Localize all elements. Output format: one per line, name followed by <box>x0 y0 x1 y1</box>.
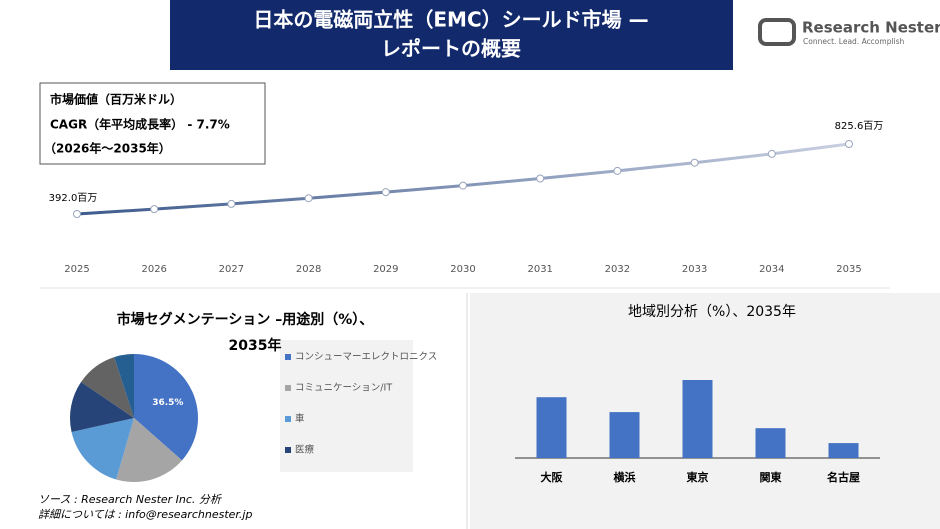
marker <box>767 149 776 158</box>
legend-swatch <box>285 416 291 422</box>
legend-label: コンシューマーエレクトロニクス <box>295 352 437 363</box>
pie-title: 2035年 <box>229 337 282 354</box>
x-tick-label: 2025 <box>64 264 89 275</box>
pie-slice <box>116 418 183 482</box>
header-box <box>170 0 733 70</box>
header-title: レポートの概要 <box>381 37 521 61</box>
marker <box>459 181 467 190</box>
header-title: 日本の電磁両立性（EMC）シールド市場 — <box>253 8 648 32</box>
logo-name: Research Nester <box>802 19 940 37</box>
legend-swatch <box>285 385 291 391</box>
legend-label: 車 <box>295 413 305 425</box>
legend-swatch <box>285 447 291 453</box>
bar <box>536 397 567 458</box>
marker <box>690 158 699 167</box>
pie-slice <box>71 418 134 480</box>
info-line: 市場価値（百万米ドル） <box>50 92 182 107</box>
marker <box>613 166 622 175</box>
pie-slice <box>70 382 134 432</box>
data-label: 392.0百万 <box>49 192 98 204</box>
legend-swatch <box>285 354 291 360</box>
legend-label: コミュニケーション/IT <box>295 383 392 394</box>
x-tick-label: 2034 <box>759 264 784 275</box>
logo: Research Nester Connect. Lead. Accomplis… <box>758 18 940 46</box>
logo-icon <box>758 18 796 46</box>
pie-slice <box>134 354 198 461</box>
marker <box>73 210 81 218</box>
x-tick-label: 横浜 <box>614 470 636 484</box>
legend-box <box>280 340 413 472</box>
x-tick-label: 2028 <box>296 264 321 275</box>
x-tick-label: 2029 <box>373 264 398 275</box>
bar <box>609 412 640 458</box>
bar <box>682 380 713 458</box>
marker <box>845 140 853 148</box>
info-line: （2026年～2035年） <box>44 141 171 156</box>
marker <box>304 194 313 203</box>
marker <box>150 205 159 214</box>
footer-contact: 詳細については : info@researchnester.jp <box>38 508 252 521</box>
x-tick-label: 2031 <box>527 264 552 275</box>
x-tick-label: 2033 <box>682 264 707 275</box>
x-tick-label: 2032 <box>605 264 630 275</box>
legend-label: 医療 <box>295 444 315 456</box>
bar <box>828 443 859 458</box>
pie-slice <box>81 357 134 418</box>
x-tick-label: 2026 <box>141 264 166 275</box>
x-tick-label: 関東 <box>760 470 783 484</box>
info-line: CAGR（年平均成長率） - 7.7% <box>50 117 230 132</box>
footer-source: ソース : Research Nester Inc. 分析 <box>38 493 223 506</box>
x-tick-label: 東京 <box>687 470 709 484</box>
x-tick-label: 2035 <box>836 264 861 275</box>
bar <box>755 428 786 458</box>
marker <box>536 174 545 183</box>
x-tick-label: 2027 <box>219 264 244 275</box>
marker <box>381 188 390 197</box>
data-label: 825.6百万 <box>835 120 884 132</box>
pie-title: 市場セグメンテーション –用途別（%）、 <box>117 311 374 328</box>
logo-tagline: Connect. Lead. Accomplish <box>803 37 905 46</box>
x-tick-label: 名古屋 <box>827 470 860 484</box>
info-box <box>39 82 266 165</box>
bar-title: 地域別分析（%）、2035年 <box>628 304 796 320</box>
x-tick-label: 大阪 <box>541 470 564 484</box>
marker <box>227 199 236 208</box>
pie-slice <box>114 354 134 418</box>
slice-label: 36.5% <box>152 398 183 408</box>
x-tick-label: 2030 <box>450 264 475 275</box>
